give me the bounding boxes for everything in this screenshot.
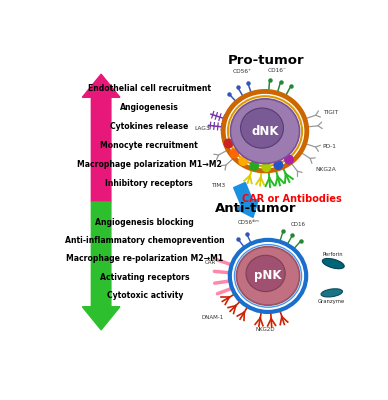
Circle shape — [230, 149, 239, 158]
Text: CD56ᵈⁱᵐ: CD56ᵈⁱᵐ — [237, 220, 259, 225]
Circle shape — [250, 162, 258, 170]
Text: Endothelial cell recruitment: Endothelial cell recruitment — [88, 84, 211, 92]
Text: Anti-tumor: Anti-tumor — [215, 202, 297, 215]
FancyArrow shape — [82, 74, 120, 202]
Text: Cytotoxic activity: Cytotoxic activity — [107, 292, 183, 300]
Text: Monocyte recruitment: Monocyte recruitment — [100, 141, 198, 150]
Text: CD16: CD16 — [291, 222, 306, 227]
Text: PD-1: PD-1 — [323, 144, 337, 149]
FancyArrow shape — [82, 202, 120, 330]
Text: CD16⁻: CD16⁻ — [268, 68, 286, 73]
Text: CAR: CAR — [205, 260, 216, 264]
Text: Pro-tumor: Pro-tumor — [228, 54, 305, 67]
Ellipse shape — [241, 108, 284, 148]
Text: Angiogenesis: Angiogenesis — [120, 103, 178, 112]
Circle shape — [224, 139, 233, 148]
Text: Activating receptors: Activating receptors — [100, 273, 189, 282]
Text: CAR or Antibodies: CAR or Antibodies — [242, 194, 342, 204]
Text: pNK: pNK — [254, 270, 282, 282]
Circle shape — [274, 161, 282, 169]
Ellipse shape — [322, 258, 344, 269]
Text: Perforin: Perforin — [323, 252, 344, 257]
Text: Inhibitory receptors: Inhibitory receptors — [106, 179, 193, 188]
Circle shape — [262, 163, 270, 172]
Ellipse shape — [321, 289, 343, 297]
Circle shape — [285, 155, 293, 164]
Text: dNK: dNK — [251, 125, 279, 138]
Text: Macrophage re-polarization M2→M1: Macrophage re-polarization M2→M1 — [66, 254, 223, 264]
Text: Macrophage polarization M1→M2: Macrophage polarization M1→M2 — [77, 160, 222, 169]
Text: NKG2D: NKG2D — [255, 327, 275, 332]
Text: Anti-inflammatory chemoprevention: Anti-inflammatory chemoprevention — [65, 236, 225, 245]
Text: NKG2A: NKG2A — [316, 167, 336, 172]
Text: TIM3: TIM3 — [211, 183, 225, 188]
Ellipse shape — [236, 247, 300, 305]
Text: Granzyme: Granzyme — [318, 299, 345, 304]
Text: DNAM-1: DNAM-1 — [201, 315, 224, 320]
FancyArrow shape — [234, 182, 259, 217]
Text: TIGIT: TIGIT — [323, 110, 338, 115]
Text: LAG3: LAG3 — [194, 126, 210, 130]
Ellipse shape — [246, 255, 285, 292]
Text: Cytokines release: Cytokines release — [110, 122, 189, 131]
Text: CD56⁺: CD56⁺ — [233, 70, 252, 74]
Ellipse shape — [230, 99, 300, 164]
Text: Angiogenesis blocking: Angiogenesis blocking — [95, 218, 194, 226]
Circle shape — [239, 157, 248, 165]
